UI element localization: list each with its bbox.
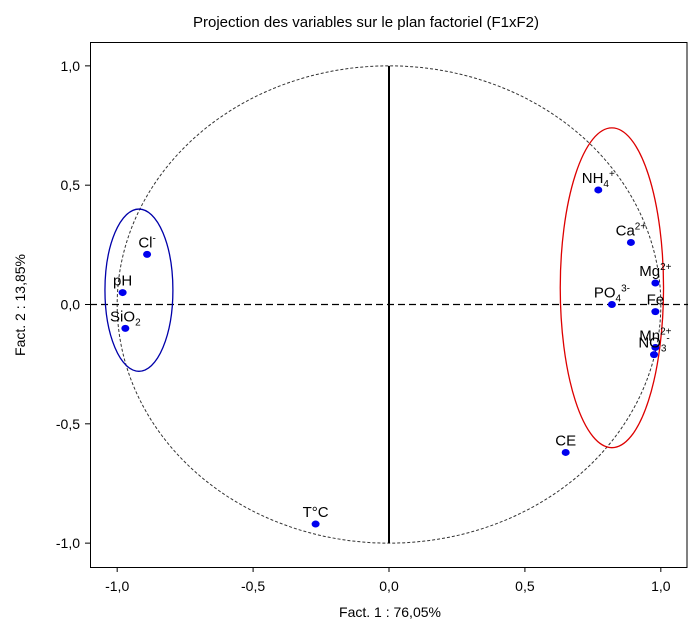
data-point-sio2 [121,324,130,332]
data-points: Cl-pH SiO2 NH4+ Ca2+ Mg2+ PO43- Fe Mn2+NO3- CE T°… [110,169,672,528]
point-label-fe: Fe [647,292,665,309]
data-point-tc [311,520,320,528]
point-label-tc: T°C [303,504,329,521]
x-tick-label: -1,0 [105,578,129,594]
data-point-po4 [607,301,616,308]
point-label-mg: Mg2+ [639,262,671,280]
data-point-ph [118,289,127,297]
data-point-ce [561,448,570,456]
chart-title: Projection des variables sur le plan fac… [193,14,539,31]
x-tick-label: 0,0 [379,578,399,594]
x-tick-label: 0,5 [515,578,535,594]
axis-ticks: -1,0 -0,5 0,0 0,5 1,0 1,0 0,5 0,0 -0,5 -1,0 [56,58,671,594]
data-point-no3 [650,351,659,359]
point-label-ph: pH [113,273,132,290]
red-ellipse [559,127,665,449]
data-point-fe [651,308,660,316]
point-label-po4: PO43- [594,284,630,305]
x-tick-label: 1,0 [651,578,671,594]
chart-decorations [90,65,688,544]
data-point-mg [651,279,660,287]
data-point-nh4 [594,186,603,194]
point-label-ca: Ca2+ [616,221,647,239]
point-label-mn: Mn2+ [639,326,671,344]
point-label-sio2: SiO2 [110,308,141,328]
data-point-cl [143,250,152,258]
y-tick-label: -1,0 [56,535,80,551]
y-tick-label: 1,0 [61,58,81,74]
x-axis-label: Fact. 1 : 76,05% [339,604,441,620]
point-label-ce: CE [555,432,576,449]
blue-ellipse [104,208,174,372]
y-tick-label: 0,5 [61,177,81,193]
y-tick-label: -0,5 [56,416,80,432]
x-tick-label: -0,5 [241,578,265,594]
point-label-cl: Cl- [138,233,156,251]
data-point-ca [626,238,635,246]
y-axis-label: Fact. 2 : 13,85% [12,254,28,356]
data-point-mn [651,343,660,351]
point-label-no3: NO3- [638,334,669,355]
point-label-nh4: NH4+ [582,169,615,190]
y-tick-label: 0,0 [61,297,81,313]
